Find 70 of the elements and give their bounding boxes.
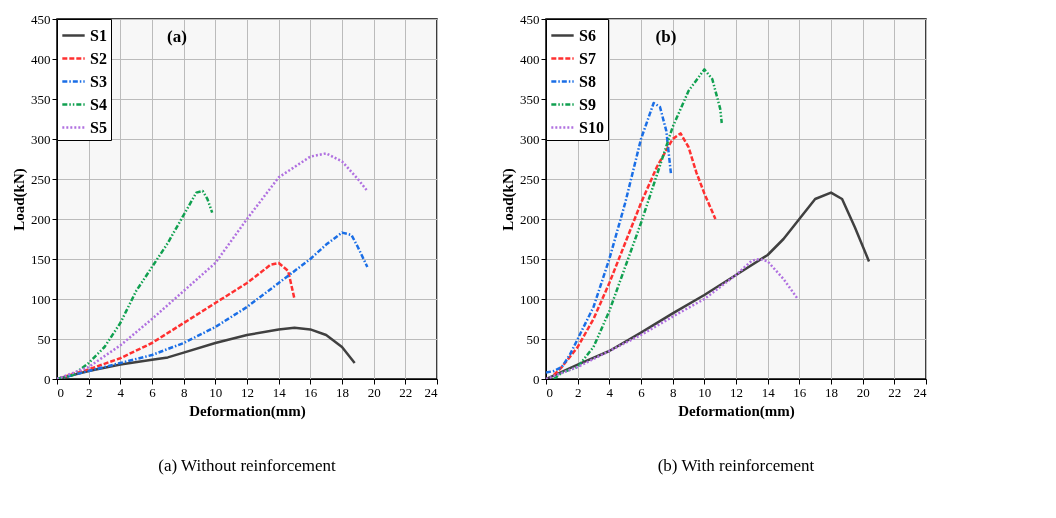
x-tick-label: 22 <box>399 384 413 400</box>
x-tick-label: 6 <box>149 384 157 400</box>
x-tick-label: 20 <box>367 384 381 400</box>
line-series <box>57 152 369 379</box>
x-tick-label: 14 <box>761 384 776 400</box>
y-tick-label: 0 <box>44 371 51 387</box>
x-tick-label: 2 <box>574 384 582 400</box>
y-tick-label: 50 <box>526 331 540 347</box>
line-series <box>552 132 717 377</box>
line-series <box>552 68 723 379</box>
x-tick-label: 2 <box>85 384 93 400</box>
x-tick-label: 0 <box>57 384 64 400</box>
x-tick-label: 24 <box>424 384 438 400</box>
y-tick-label: 100 <box>520 291 540 307</box>
legend-label: S9 <box>579 95 596 113</box>
x-tick-label: 24 <box>913 384 927 400</box>
y-tick-label: 350 <box>31 91 51 107</box>
y-tick-label: 450 <box>31 11 51 27</box>
x-tick-label: 20 <box>856 384 870 400</box>
legend-label: S6 <box>579 26 596 44</box>
legend-label: S1 <box>90 26 107 44</box>
x-tick-label: 22 <box>888 384 902 400</box>
legend-label: S4 <box>90 95 107 113</box>
text: (b) With reinforcement <box>657 456 815 475</box>
y-tick-label: 200 <box>520 211 540 227</box>
x-tick-label: 10 <box>209 384 223 400</box>
x-tick-label: 18 <box>825 384 838 400</box>
annotation: (b) <box>655 27 677 46</box>
y-tick-label: 300 <box>520 131 540 147</box>
y-tick-label: 250 <box>520 171 540 187</box>
y-tick-label: 150 <box>520 251 540 267</box>
y-tick-label: 350 <box>520 91 540 107</box>
x-tick-label: 10 <box>698 384 712 400</box>
y-tick-label: 50 <box>37 331 51 347</box>
x-tick-label: 4 <box>117 384 125 400</box>
y-tick-label: 0 <box>533 371 540 387</box>
x-tick-label: 6 <box>638 384 646 400</box>
annotation: (a) <box>167 27 187 46</box>
y-axis-title: Load(kN) <box>11 168 28 231</box>
x-tick-label: 12 <box>241 384 254 400</box>
x-tick-label: 8 <box>180 384 188 400</box>
y-tick-label: 100 <box>31 291 51 307</box>
x-axis-title: Deformation(mm) <box>189 402 306 420</box>
y-tick-label: 400 <box>520 51 540 67</box>
y-tick-label: 400 <box>31 51 51 67</box>
legend-label: S7 <box>579 49 596 67</box>
x-tick-label: 18 <box>336 384 349 400</box>
x-tick-label: 4 <box>606 384 614 400</box>
y-tick-label: 150 <box>31 251 51 267</box>
legend-label: S8 <box>579 72 596 90</box>
x-axis-title: Deformation(mm) <box>678 402 795 420</box>
y-tick-label: 200 <box>31 211 51 227</box>
x-tick-label: 16 <box>304 384 318 400</box>
x-tick-label: 0 <box>546 384 553 400</box>
text: (a) Without reinforcement <box>158 456 336 475</box>
legend-label: S2 <box>90 49 107 67</box>
y-tick-label: 250 <box>31 171 51 187</box>
line-series <box>546 257 799 379</box>
legend-label: S3 <box>90 72 107 90</box>
x-tick-label: 8 <box>669 384 677 400</box>
x-tick-label: 14 <box>272 384 287 400</box>
line-series <box>546 101 673 374</box>
y-tick-label: 450 <box>520 11 540 27</box>
x-tick-label: 16 <box>793 384 807 400</box>
y-axis-title: Load(kN) <box>500 168 517 231</box>
legend-label: S5 <box>90 118 107 136</box>
x-tick-label: 12 <box>730 384 743 400</box>
legend-label: S10 <box>579 118 604 136</box>
y-tick-label: 300 <box>31 131 51 147</box>
line-series <box>57 189 214 379</box>
